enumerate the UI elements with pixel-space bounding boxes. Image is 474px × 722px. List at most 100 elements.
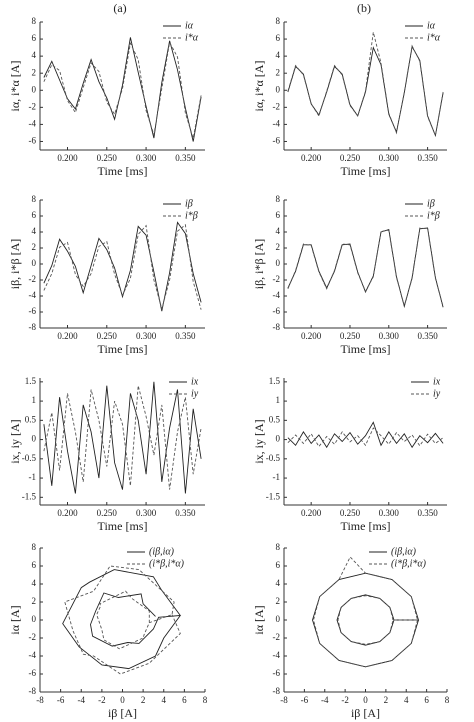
- x-tick-label: 0.350: [175, 331, 196, 341]
- series-line: [62, 569, 182, 670]
- x-axis-label: Time [ms]: [98, 519, 148, 533]
- y-tick-label: 0: [276, 434, 281, 444]
- legend-label: (i*β,i*α): [149, 558, 185, 569]
- x-tick-label: 0: [120, 695, 125, 705]
- y-tick-label: 8: [276, 194, 281, 204]
- series-line: [43, 37, 202, 142]
- y-axis-label: iβ, i*β [A]: [8, 239, 22, 290]
- x-tick-label: 0.350: [175, 508, 196, 518]
- x-tick-label: 6: [424, 695, 429, 705]
- x-tick-label: 0.350: [417, 153, 438, 163]
- y-tick-label: -1: [273, 472, 281, 482]
- y-axis-label: ix, iy [A]: [252, 419, 266, 463]
- y-tick-label: -0.5: [22, 453, 37, 463]
- y-tick-label: 6: [276, 210, 281, 220]
- legend-label: iα: [427, 20, 436, 31]
- legend-label: i*β: [185, 210, 198, 221]
- x-tick-label: -8: [36, 695, 44, 705]
- panel-label: (b): [357, 1, 371, 15]
- y-tick-label: 4: [32, 226, 37, 236]
- legend-label: iβ: [427, 198, 435, 209]
- y-tick-label: 0: [276, 258, 281, 268]
- x-tick-label: 4: [162, 695, 167, 705]
- x-tick-label: 0.300: [379, 153, 400, 163]
- x-axis-label: iβ [A]: [351, 706, 380, 720]
- y-tick-label: -2: [29, 101, 37, 111]
- legend-label: ix: [433, 376, 441, 387]
- y-tick-label: 6: [276, 33, 281, 43]
- legend-label: i*β: [427, 210, 440, 221]
- x-tick-label: -4: [321, 695, 329, 705]
- x-tick-label: 0.250: [340, 331, 361, 341]
- x-tick-label: 0.250: [340, 508, 361, 518]
- y-tick-label: 4: [276, 50, 281, 60]
- x-tick-label: -4: [78, 695, 86, 705]
- series-line: [64, 565, 181, 675]
- x-tick-label: 0.300: [136, 153, 157, 163]
- y-tick-label: -8: [273, 322, 281, 332]
- y-tick-label: -1.5: [266, 491, 281, 501]
- y-tick-label: 6: [32, 210, 37, 220]
- y-tick-label: -4: [29, 118, 37, 128]
- x-tick-label: 0.350: [175, 153, 196, 163]
- series-line: [287, 227, 444, 308]
- x-tick-label: 8: [203, 695, 208, 705]
- x-tick-label: -2: [98, 695, 106, 705]
- x-axis-label: Time [ms]: [341, 519, 391, 533]
- series-line: [287, 45, 444, 138]
- x-tick-label: -8: [280, 695, 288, 705]
- y-tick-label: 0: [32, 84, 37, 94]
- x-tick-label: 2: [141, 695, 146, 705]
- x-tick-label: 0.300: [136, 508, 157, 518]
- y-tick-label: 0.5: [25, 414, 37, 424]
- x-tick-label: 0.350: [417, 508, 438, 518]
- x-tick-label: 0.200: [57, 508, 78, 518]
- y-tick-label: 1.5: [25, 376, 37, 386]
- series-line: [43, 41, 202, 139]
- x-tick-label: 0: [363, 695, 368, 705]
- x-tick-label: -2: [341, 695, 349, 705]
- x-tick-label: 0.350: [417, 331, 438, 341]
- x-tick-label: 0.250: [97, 153, 118, 163]
- y-axis-label: iα [A]: [8, 605, 22, 634]
- x-tick-label: 6: [182, 695, 187, 705]
- y-tick-label: 4: [32, 50, 37, 60]
- y-tick-label: 4: [276, 226, 281, 236]
- series-line: [43, 221, 202, 312]
- y-tick-label: 0: [32, 258, 37, 268]
- x-tick-label: 0.250: [97, 331, 118, 341]
- y-tick-label: -6: [29, 306, 37, 316]
- x-tick-label: 0.200: [57, 153, 78, 163]
- y-tick-label: 2: [276, 242, 281, 252]
- y-axis-label: iα [A]: [252, 605, 266, 634]
- y-tick-label: -6: [29, 136, 37, 146]
- series-line: [287, 32, 444, 138]
- y-tick-label: 8: [32, 194, 37, 204]
- y-tick-label: -4: [29, 290, 37, 300]
- y-tick-label: 0: [32, 434, 37, 444]
- y-tick-label: -2: [29, 632, 37, 642]
- x-tick-label: -6: [301, 695, 309, 705]
- y-tick-label: -0.5: [266, 453, 281, 463]
- series-line: [313, 556, 419, 668]
- y-tick-label: -4: [273, 118, 281, 128]
- x-tick-label: 0.300: [379, 508, 400, 518]
- y-tick-label: 4: [276, 578, 281, 588]
- legend-label: iα: [185, 20, 194, 31]
- x-tick-label: 0.300: [136, 331, 157, 341]
- y-tick-label: 2: [32, 596, 37, 606]
- y-tick-label: 6: [276, 560, 281, 570]
- y-tick-label: -8: [29, 686, 37, 696]
- panel-label: (a): [113, 1, 126, 15]
- x-tick-label: 0.200: [57, 331, 78, 341]
- y-tick-label: -4: [273, 650, 281, 660]
- y-tick-label: -6: [29, 668, 37, 678]
- y-tick-label: 8: [276, 542, 281, 552]
- y-tick-label: 2: [276, 596, 281, 606]
- y-tick-label: 0: [276, 84, 281, 94]
- y-tick-label: 8: [32, 542, 37, 552]
- x-tick-label: 2: [384, 695, 389, 705]
- legend-label: iy: [433, 388, 441, 399]
- y-tick-label: 8: [276, 16, 281, 26]
